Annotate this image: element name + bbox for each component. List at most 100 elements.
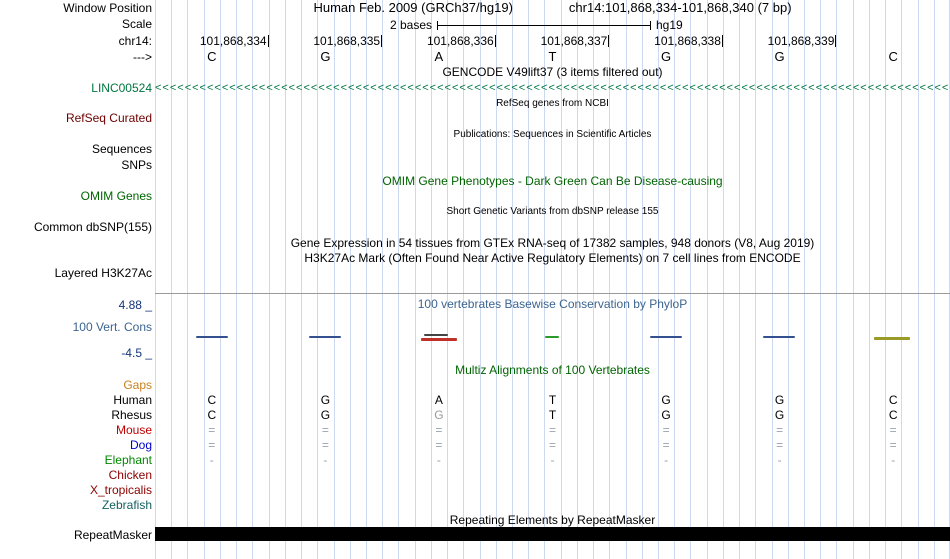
track-title-omim[interactable]: OMIM Gene Phenotypes - Dark Green Can Be… xyxy=(382,174,723,188)
guideline xyxy=(333,0,335,559)
guideline xyxy=(885,0,887,559)
ruler-tick-label[interactable]: 101,868,334 xyxy=(158,34,269,48)
guideline xyxy=(365,0,367,559)
track-title-refseq[interactable]: RefSeq genes from NCBI xyxy=(496,98,609,109)
ruler-tick-mark xyxy=(608,35,610,47)
guideline xyxy=(625,0,627,559)
guideline xyxy=(706,0,708,559)
align-cell-elephant: - xyxy=(550,453,555,467)
ruler-tick-label[interactable]: 101,868,335 xyxy=(271,34,383,48)
align-cell-rhesus: C xyxy=(888,408,898,422)
species-label-elephant[interactable]: Elephant xyxy=(104,453,152,467)
ruler-tick-text: 101,868,335 xyxy=(313,34,381,48)
species-label-human[interactable]: Human xyxy=(113,393,152,407)
guideline xyxy=(755,0,757,559)
guideline xyxy=(479,0,481,559)
guideline xyxy=(398,0,400,559)
track-label-snps[interactable]: SNPs xyxy=(121,158,152,172)
track-title-gencode[interactable]: GENCODE V49lift37 (3 items filtered out) xyxy=(442,65,663,79)
base-letter: A xyxy=(434,49,444,64)
track-title-publications[interactable]: Publications: Sequences in Scientific Ar… xyxy=(453,129,652,140)
ruler-tick-label[interactable]: 101,868,336 xyxy=(385,34,496,48)
guideline xyxy=(203,0,205,559)
track-title-multiz[interactable]: Multiz Alignments of 100 Vertebrates xyxy=(455,363,650,377)
guideline xyxy=(820,0,822,559)
align-cell-dog: = xyxy=(208,438,216,452)
guideline xyxy=(155,0,156,559)
ruler-tick-label[interactable]: 101,868,338 xyxy=(612,34,723,48)
ruler-tick-mark xyxy=(494,35,496,47)
guideline xyxy=(852,0,854,559)
align-cell-human: G xyxy=(774,393,785,407)
track-title-h3k27ac[interactable]: H3K27Ac Mark (Often Found Near Active Re… xyxy=(304,251,801,265)
base-letter: C xyxy=(207,49,217,64)
align-cell-elephant: - xyxy=(664,453,669,467)
guideline xyxy=(901,0,903,559)
base-letter: G xyxy=(774,49,785,64)
ruler-tick-mark xyxy=(835,35,837,47)
guideline xyxy=(804,0,805,559)
species-label-mouse[interactable]: Mouse xyxy=(115,423,152,437)
species-label-x-tropicalis[interactable]: X_tropicalis xyxy=(89,483,152,497)
track-title-phylop[interactable]: 100 vertebrates Basewise Conservation by… xyxy=(417,297,688,311)
track-label-scale: Scale xyxy=(121,17,152,31)
phylop-mark xyxy=(309,336,341,338)
track-label-linc00524[interactable]: LINC00524 xyxy=(91,81,152,95)
align-cell-dog: = xyxy=(662,438,670,452)
guideline xyxy=(414,0,416,559)
species-label-dog[interactable]: Dog xyxy=(129,438,152,452)
guideline xyxy=(495,0,497,559)
align-cell-mouse: = xyxy=(662,423,670,437)
track-title-gtex[interactable]: Gene Expression in 54 tissues from GTEx … xyxy=(290,236,815,250)
species-label-chicken[interactable]: Chicken xyxy=(108,468,152,482)
track-label-repeatmasker[interactable]: RepeatMasker xyxy=(73,528,152,542)
track-label-layered-h3k27ac[interactable]: Layered H3K27Ac xyxy=(54,266,152,280)
ruler-tick-label[interactable]: 101,868,339 xyxy=(725,34,837,48)
align-cell-rhesus: T xyxy=(548,408,557,422)
align-cell-mouse: = xyxy=(776,423,784,437)
align-cell-human: G xyxy=(661,393,671,407)
base-letter: G xyxy=(661,49,672,64)
align-cell-dog: = xyxy=(889,438,897,452)
phylop-mark xyxy=(545,336,559,338)
guideline xyxy=(593,0,595,559)
position-range-label: chr14:101,868,334-101,868,340 (7 bp) xyxy=(568,0,792,15)
guideline xyxy=(836,0,838,559)
align-cell-dog: = xyxy=(321,438,329,452)
align-cell-dog: = xyxy=(776,438,784,452)
align-cell-rhesus: G xyxy=(320,408,331,422)
guideline xyxy=(771,0,773,559)
align-cell-elephant: - xyxy=(209,453,214,467)
track-title-repeatmasker[interactable]: Repeating Elements by RepeatMasker xyxy=(449,513,656,527)
align-cell-mouse: = xyxy=(208,423,216,437)
linc00524-gene-item[interactable]: <<<<<<<<<<<<<<<<<<<<<<<<<<<<<<<<<<<<<<<<… xyxy=(155,82,950,94)
species-label-gaps[interactable]: Gaps xyxy=(123,378,152,392)
track-label-sequences[interactable]: Sequences xyxy=(91,142,152,156)
ruler-tick-mark xyxy=(381,35,383,47)
align-cell-human: C xyxy=(207,393,217,407)
track-label-omim-genes[interactable]: OMIM Genes xyxy=(80,189,152,203)
guideline xyxy=(171,0,173,559)
guideline xyxy=(739,0,741,559)
align-cell-elephant: - xyxy=(891,453,896,467)
scale-genome-label: hg19 xyxy=(656,18,683,32)
track-label-common-dbsnp155[interactable]: Common dbSNP(155) xyxy=(33,220,152,234)
track-title-dbsnp[interactable]: Short Genetic Variants from dbSNP releas… xyxy=(446,206,659,217)
guideline xyxy=(609,0,611,559)
align-cell-mouse: = xyxy=(889,423,897,437)
guideline xyxy=(528,0,530,559)
ruler-tick-label[interactable]: 101,868,337 xyxy=(498,34,610,48)
phylop-mark xyxy=(424,334,448,336)
track-label-refseq-curated[interactable]: RefSeq Curated xyxy=(65,111,152,125)
species-label-zebrafish[interactable]: Zebrafish xyxy=(101,498,152,512)
track-label-cons-scale-min: -4.5 _ xyxy=(121,346,152,360)
align-cell-elephant: - xyxy=(436,453,441,467)
track-label-100-vert-cons[interactable]: 100 Vert. Cons xyxy=(72,320,152,334)
guideline xyxy=(690,0,692,559)
species-label-rhesus[interactable]: Rhesus xyxy=(111,408,152,422)
repeatmasker-item[interactable] xyxy=(155,527,950,541)
guideline xyxy=(576,0,578,559)
align-cell-human: T xyxy=(548,393,557,407)
phylop-mark xyxy=(874,337,910,340)
